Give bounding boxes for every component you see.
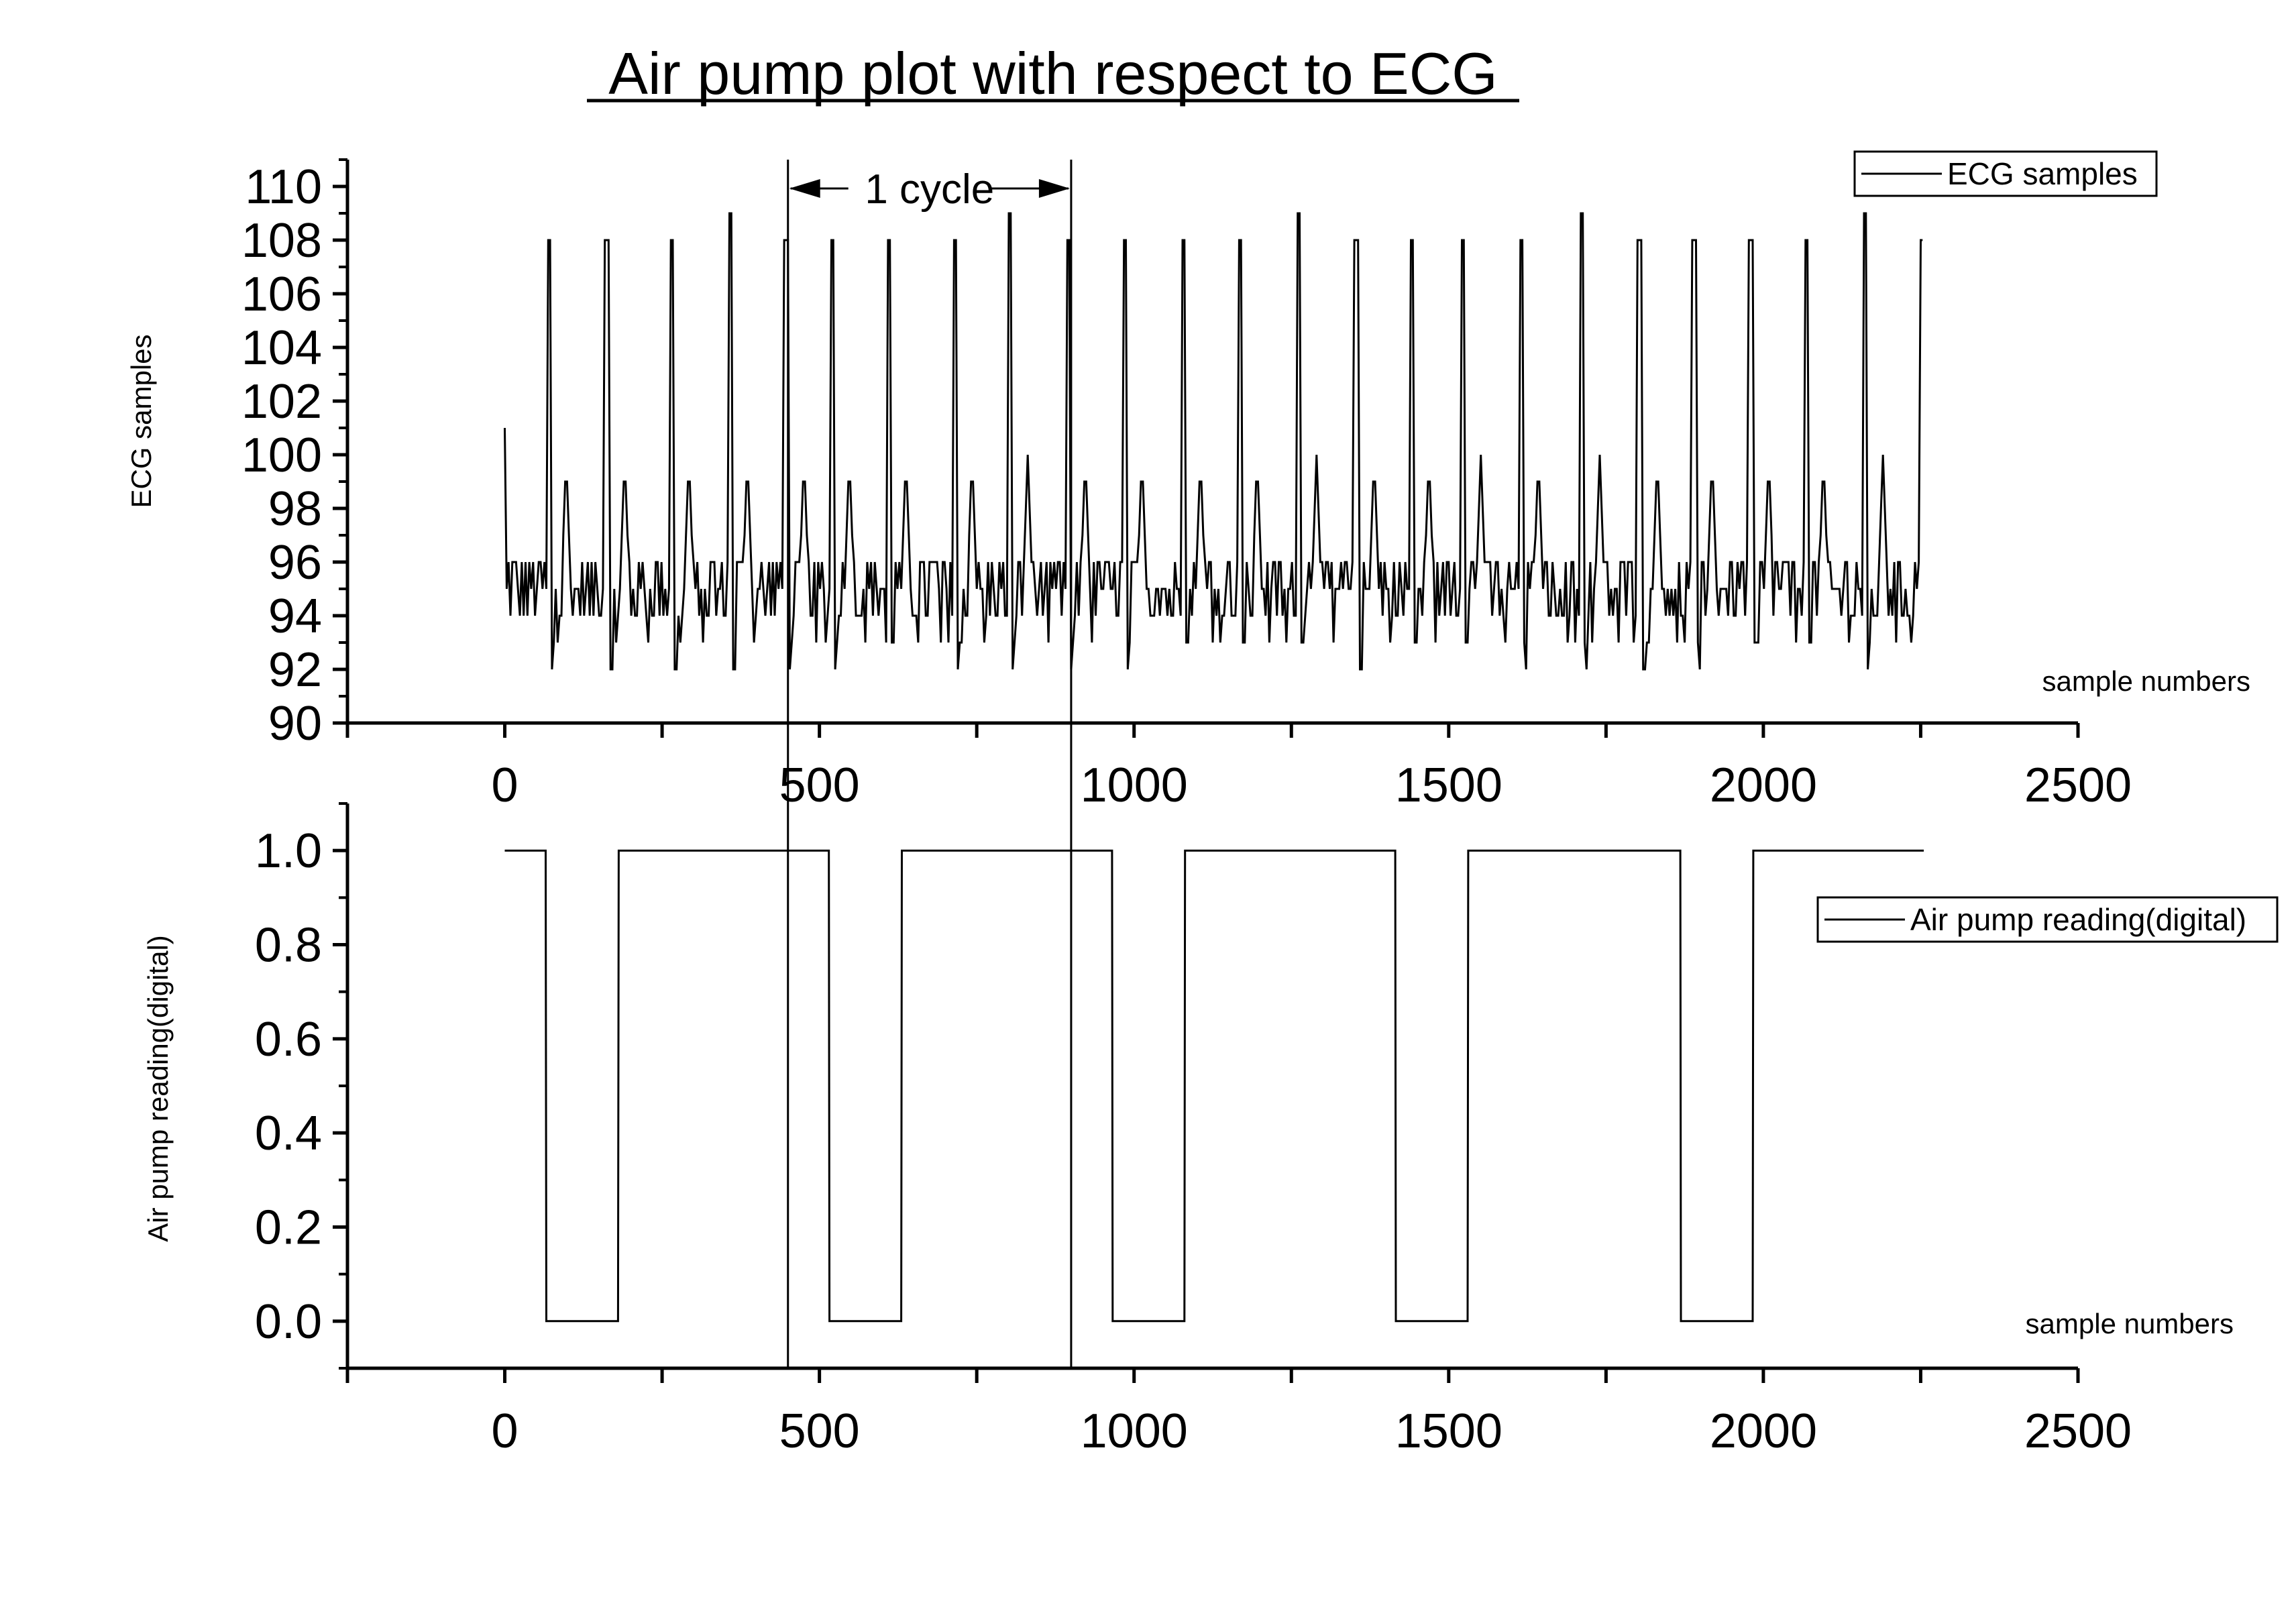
- x-tick-label: 2000: [1710, 1404, 1817, 1458]
- legend-label: ECG samples: [1947, 156, 2138, 191]
- y-tick-label: 100: [241, 429, 322, 482]
- x-tick-label: 2500: [2024, 759, 2132, 812]
- y-tick-label: 102: [241, 375, 322, 429]
- legend-label: Air pump reading(digital): [1910, 902, 2246, 937]
- cycle-markers: 1 cycle: [787, 160, 1073, 1368]
- y-axis-title: Air pump reading(digital): [142, 935, 174, 1242]
- series-line-air-pump: [504, 849, 1924, 1323]
- y-tick-label: 0.2: [255, 1201, 322, 1255]
- y-tick-label: 110: [245, 160, 322, 214]
- y-tick-label: 0.4: [255, 1107, 322, 1160]
- x-axis-title: sample numbers: [2026, 1308, 2234, 1339]
- x-axis-title: sample numbers: [2042, 665, 2250, 697]
- x-tick-label: 1000: [1081, 759, 1188, 812]
- chart-title: Air pump plot with respect to ECG: [608, 40, 1497, 107]
- cycle-annotation-label: 1 cycle: [865, 166, 994, 213]
- x-tick-label: 0: [492, 759, 518, 812]
- y-tick-label: 94: [268, 590, 322, 643]
- y-tick-label: 1.0: [255, 824, 322, 878]
- y-tick-label: 104: [241, 321, 322, 375]
- x-tick-label: 1500: [1395, 1404, 1502, 1458]
- x-tick-label: 2000: [1710, 759, 1817, 812]
- y-tick-label: 108: [241, 214, 322, 268]
- y-axis-title: ECG samples: [125, 334, 157, 508]
- y-tick-label: 98: [268, 482, 322, 536]
- legend: Air pump reading(digital): [1816, 896, 2279, 943]
- x-tick-label: 0: [492, 1404, 518, 1458]
- y-tick-label: 0.0: [255, 1295, 322, 1349]
- x-tick-label: 500: [779, 1404, 860, 1458]
- air-pump-panel: 0 500 1000 1500 2000 2500 0.0 0.2 0.4 0.6 0.8 1.0 Ai…: [142, 802, 2279, 1458]
- x-tick-label: 1000: [1081, 1404, 1188, 1458]
- ecg-panel: 0 500 1000 1500 2000 250090929496981001021041…: [125, 150, 2250, 812]
- cycle-arrow-left-head: [789, 179, 820, 198]
- y-tick-label: 106: [241, 268, 322, 321]
- cycle-arrow-right-head: [1038, 179, 1070, 198]
- y-tick-label: 0.6: [255, 1013, 322, 1066]
- y-tick-label: 92: [268, 643, 322, 697]
- x-tick-label: 1500: [1395, 759, 1502, 812]
- y-tick-label: 96: [268, 536, 322, 590]
- legend: ECG samples: [1853, 150, 2158, 197]
- y-tick-label: 0.8: [255, 919, 322, 973]
- y-tick-label: 90: [268, 697, 322, 751]
- x-tick-label: 500: [779, 759, 860, 812]
- series-line-ecg: [504, 212, 1923, 671]
- x-tick-label: 2500: [2024, 1404, 2132, 1458]
